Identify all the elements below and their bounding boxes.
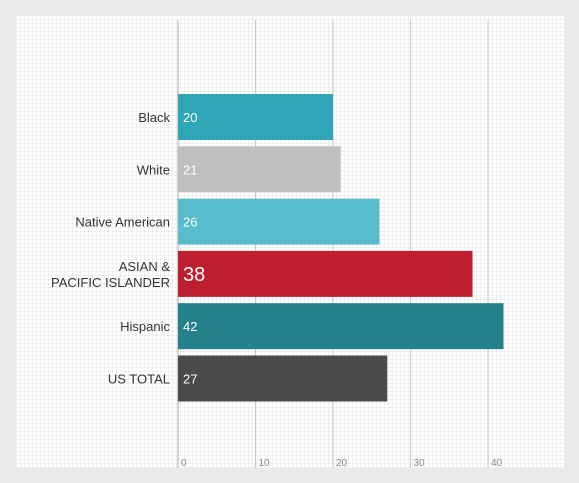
bar-5 bbox=[178, 355, 388, 402]
x-tick-label-10: 10 bbox=[259, 458, 271, 469]
category-label-line: PACIFIC ISLANDER bbox=[51, 275, 170, 290]
x-tick-label-20: 20 bbox=[336, 458, 348, 469]
category-label-5: US TOTAL bbox=[108, 372, 170, 387]
value-label-0: 20 bbox=[183, 110, 197, 125]
category-label-4: Hispanic bbox=[120, 319, 170, 334]
category-label-line: ASIAN & bbox=[119, 259, 171, 274]
bar-1 bbox=[178, 146, 341, 193]
category-label-line: Black bbox=[138, 110, 170, 125]
bar-2 bbox=[178, 198, 380, 245]
category-label-1: White bbox=[137, 162, 170, 177]
category-label-line: White bbox=[137, 162, 170, 177]
value-label-2: 26 bbox=[183, 215, 197, 230]
category-label-line: Native American bbox=[75, 215, 170, 230]
category-label-line: Hispanic bbox=[120, 319, 170, 334]
x-tick-label-40: 40 bbox=[491, 458, 503, 469]
bar-0 bbox=[178, 94, 333, 140]
category-label-0: Black bbox=[138, 110, 170, 125]
value-label-4: 42 bbox=[183, 319, 197, 334]
category-label-line: US TOTAL bbox=[108, 372, 170, 387]
value-label-1: 21 bbox=[183, 162, 197, 177]
x-tick-label-0: 0 bbox=[181, 458, 187, 469]
bar-4 bbox=[178, 303, 504, 350]
value-label-5: 27 bbox=[183, 372, 197, 387]
value-label-3: 38 bbox=[183, 264, 205, 286]
x-tick-label-30: 30 bbox=[414, 458, 426, 469]
bar-3 bbox=[178, 250, 473, 297]
category-label-2: Native American bbox=[75, 215, 170, 230]
category-label-3: ASIAN & PACIFIC ISLANDER bbox=[51, 259, 170, 290]
